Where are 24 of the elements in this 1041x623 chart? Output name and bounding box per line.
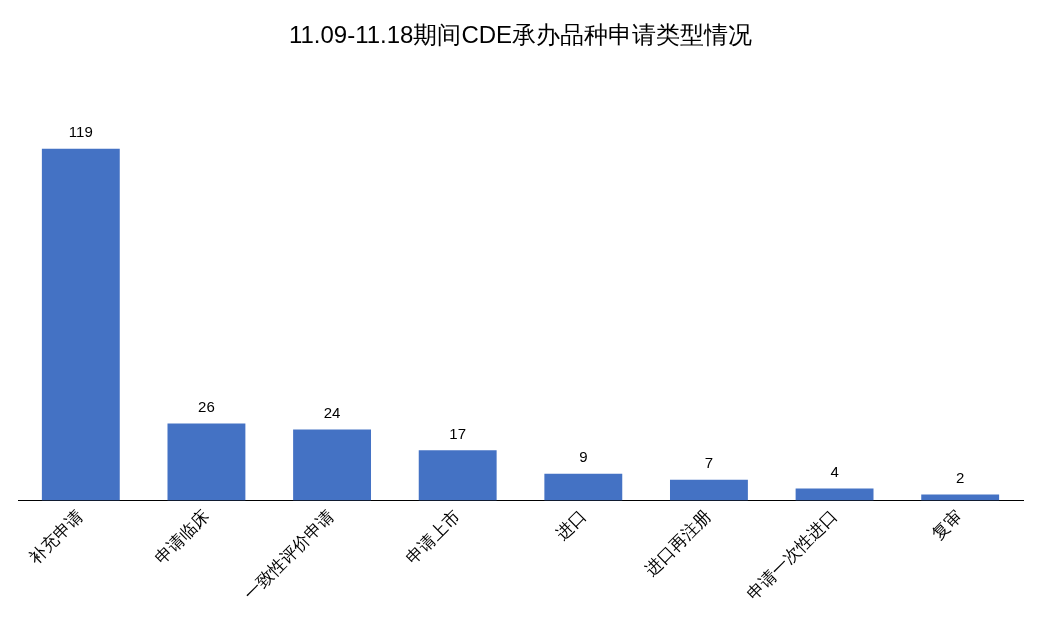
bar (167, 423, 246, 501)
x-tick-label: 一致性评价申请 (240, 506, 339, 604)
data-label: 7 (704, 454, 714, 472)
data-label: 24 (323, 404, 341, 422)
data-label: 9 (579, 448, 588, 466)
bar (795, 488, 874, 501)
bar (669, 479, 748, 501)
x-tick-label: 进口再注册 (641, 506, 716, 580)
x-tick-label: 复审 (928, 506, 967, 544)
x-tick-label: 申请上市 (402, 506, 464, 568)
bar (544, 473, 623, 501)
x-tick-label: 进口 (551, 506, 590, 544)
chart-title: 11.09-11.18期间CDE承办品种申请类型情况 (288, 21, 753, 49)
x-tick-label: 补充申请 (25, 506, 87, 568)
x-tick-label: 申请一次性进口 (743, 506, 841, 604)
data-label: 2 (956, 469, 965, 487)
bar (293, 429, 372, 501)
data-label: 119 (68, 123, 93, 141)
x-tick-label: 申请临床 (151, 506, 213, 568)
data-label: 26 (198, 398, 215, 416)
data-label: 4 (830, 463, 839, 481)
data-label: 17 (449, 424, 467, 442)
bar (41, 148, 120, 501)
bar (418, 450, 497, 501)
